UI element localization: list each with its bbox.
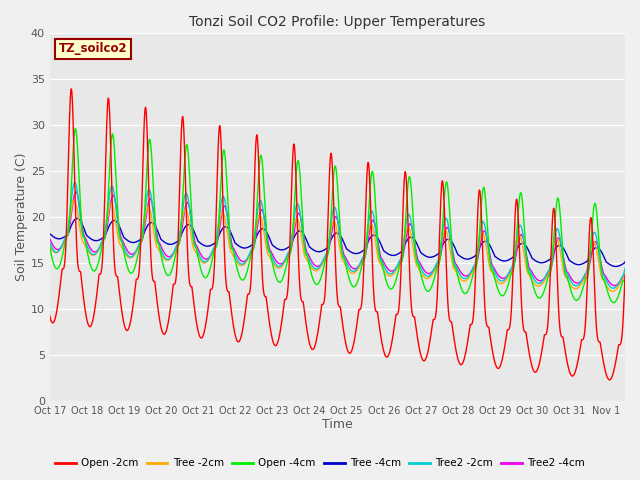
Y-axis label: Soil Temperature (C): Soil Temperature (C): [15, 153, 28, 281]
X-axis label: Time: Time: [322, 419, 353, 432]
Legend: Open -2cm, Tree -2cm, Open -4cm, Tree -4cm, Tree2 -2cm, Tree2 -4cm: Open -2cm, Tree -2cm, Open -4cm, Tree -4…: [51, 454, 589, 472]
Title: Tonzi Soil CO2 Profile: Upper Temperatures: Tonzi Soil CO2 Profile: Upper Temperatur…: [189, 15, 486, 29]
Text: TZ_soilco2: TZ_soilco2: [58, 42, 127, 55]
